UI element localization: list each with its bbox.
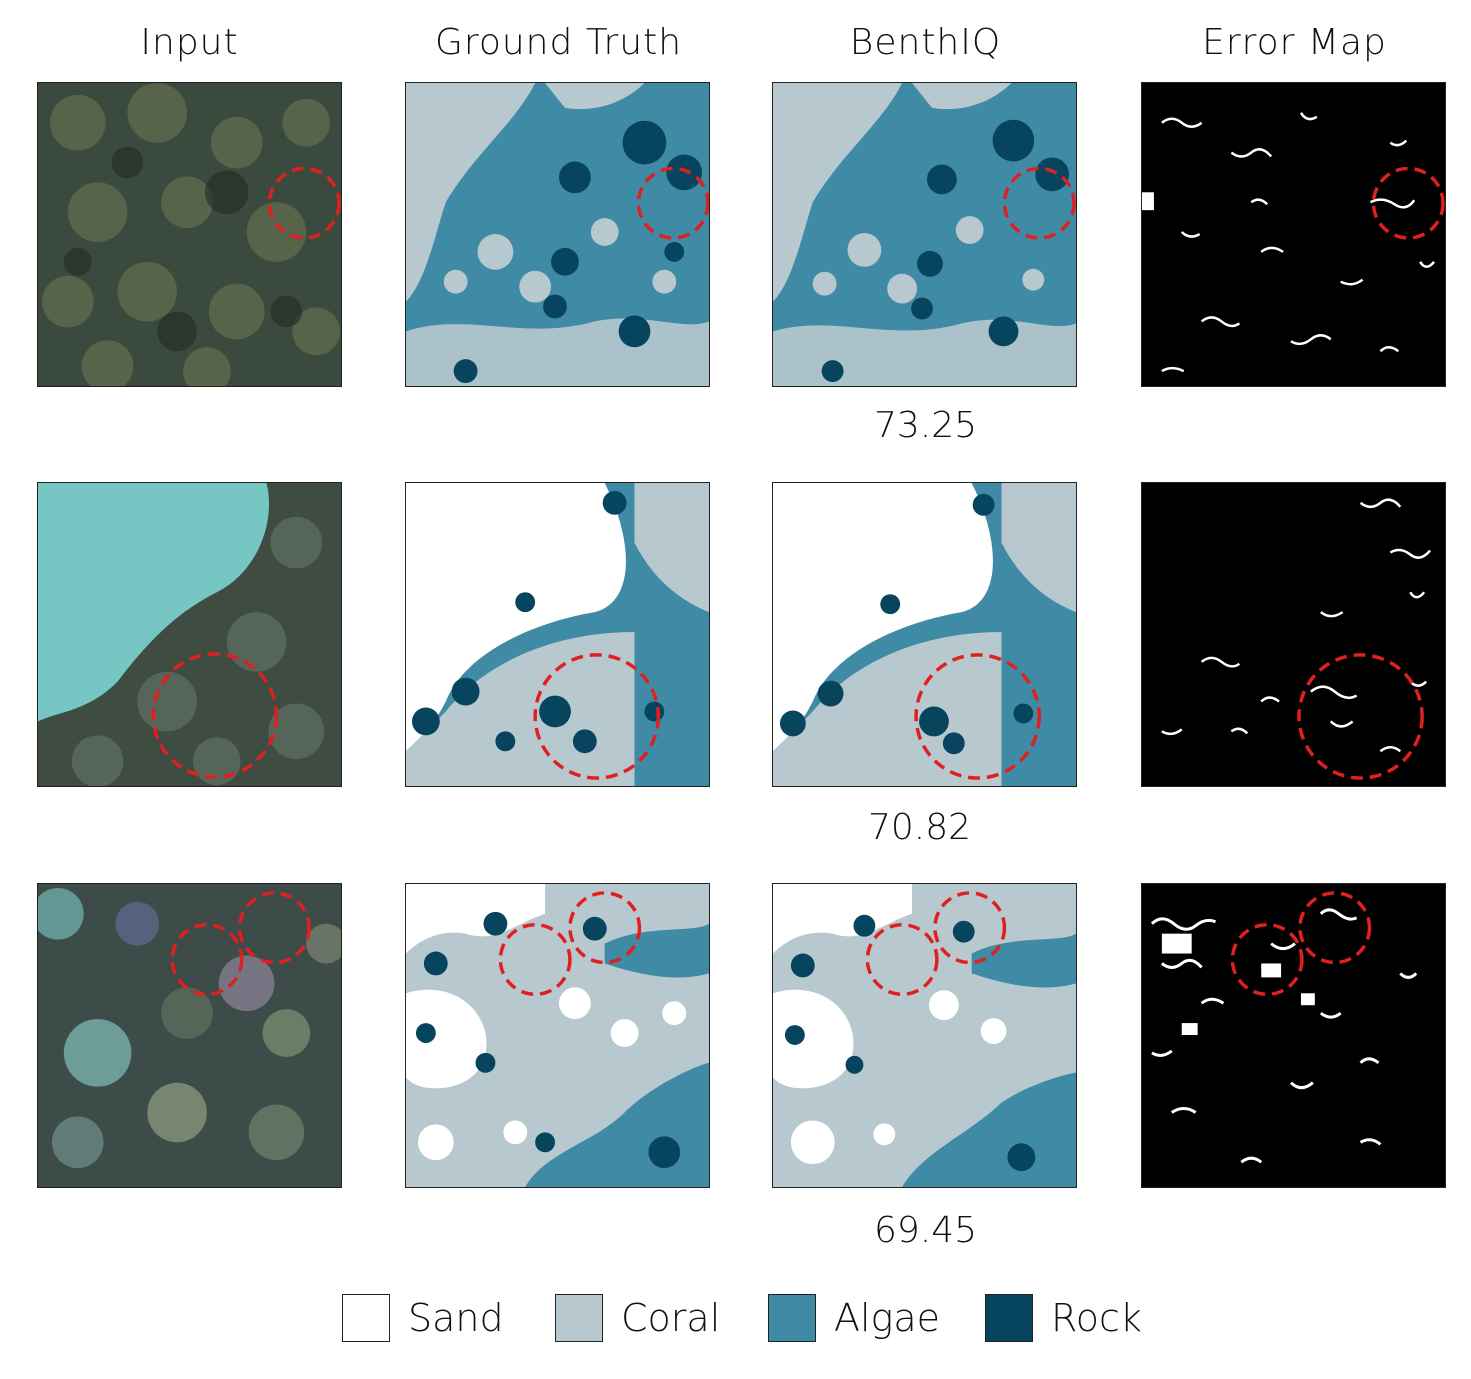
highlight-circle	[498, 922, 572, 997]
legend-item-algae: Algae	[768, 1292, 940, 1344]
highlight-circle	[237, 891, 311, 965]
highlight-circle	[1371, 166, 1445, 240]
input-image-row-1	[37, 82, 342, 387]
error-map-row-1	[1141, 82, 1446, 387]
highlight-circle	[267, 166, 341, 240]
ground-truth-map-row-1	[405, 82, 710, 387]
input-image-row-2	[37, 482, 342, 787]
legend-swatch-sand	[342, 1294, 390, 1342]
legend-swatch-coral	[555, 1294, 603, 1342]
highlight-circle	[1298, 891, 1372, 965]
legend-swatch-rock	[985, 1294, 1033, 1342]
highlight-circle	[568, 891, 642, 965]
legend-label-algae: Algae	[834, 1296, 941, 1340]
score-row-1: 73.25	[873, 405, 978, 446]
column-title-ground-truth: Ground Truth	[434, 22, 683, 63]
ground-truth-map-row-3	[405, 883, 710, 1188]
score-row-3: 69.45	[873, 1210, 978, 1251]
column-title-input: Input	[140, 22, 239, 63]
highlight-circle	[914, 653, 1041, 780]
column-title-error-map: Error Map	[1202, 22, 1387, 63]
legend: Sand Coral Algae Rock	[0, 1292, 1471, 1348]
error-map-row-2	[1141, 482, 1446, 787]
legend-label-rock: Rock	[1051, 1296, 1142, 1340]
legend-label-coral: Coral	[621, 1296, 721, 1340]
highlight-circle	[170, 922, 244, 997]
benthiq-map-row-2	[772, 482, 1077, 787]
highlight-circle	[636, 166, 709, 240]
legend-swatch-algae	[768, 1294, 816, 1342]
highlight-circle	[1230, 922, 1304, 997]
legend-item-coral: Coral	[555, 1292, 720, 1344]
highlight-circle	[533, 653, 661, 780]
highlight-circle	[933, 891, 1007, 965]
error-map-row-3	[1141, 883, 1446, 1188]
highlight-circle	[865, 922, 939, 997]
column-title-benthiq: BenthIQ	[849, 22, 1002, 63]
benthiq-map-row-3	[772, 883, 1077, 1188]
score-row-2: 70.82	[867, 807, 972, 848]
ground-truth-map-row-2	[405, 482, 710, 787]
benthiq-map-row-1	[772, 82, 1077, 387]
legend-item-sand: Sand	[342, 1292, 504, 1344]
input-image-row-3	[37, 883, 342, 1188]
highlight-circle	[151, 652, 279, 779]
legend-item-rock: Rock	[985, 1292, 1142, 1344]
highlight-circle	[1002, 166, 1076, 240]
legend-label-sand: Sand	[408, 1296, 504, 1340]
highlight-circle	[1297, 653, 1424, 780]
